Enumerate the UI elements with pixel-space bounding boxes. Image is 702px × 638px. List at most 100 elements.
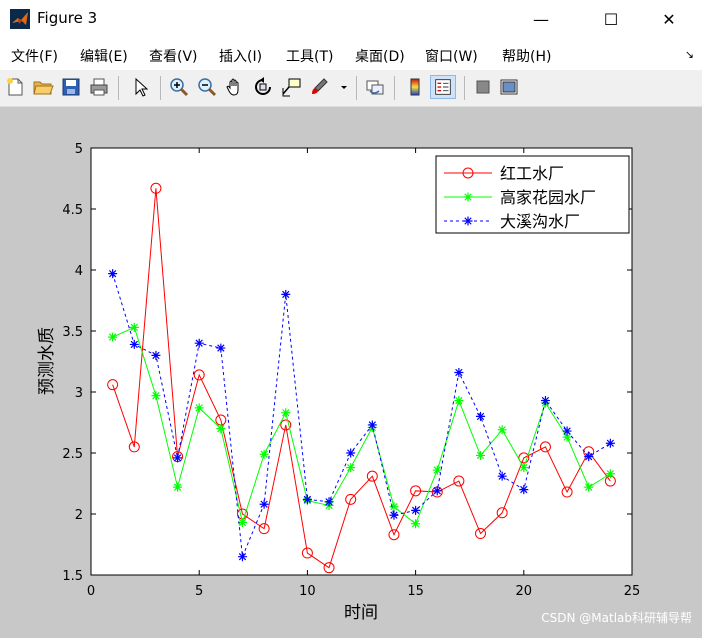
legend-marker-2-stroke [463, 216, 473, 226]
toolbar-separator [394, 76, 395, 100]
data-point-0-17 [475, 528, 487, 540]
line-chart[interactable]: 0 5 10 15 20 25 1.5 2 2.5 3 3.5 4 4.5 5 时间 预测水质 红工水厂高… [0, 107, 702, 634]
data-point-2-19-stroke [519, 485, 529, 495]
toolbar-dock-arrow-icon[interactable]: ↘ [684, 48, 694, 61]
data-point-1-6 [237, 518, 247, 528]
data-point-0-7 [258, 523, 270, 535]
data-point-1-18-stroke [497, 425, 507, 435]
close-button[interactable]: ✕ [662, 10, 676, 29]
legend-marker-1-stroke [463, 192, 473, 202]
data-point-1-13-stroke [389, 502, 399, 512]
rotate-3d-icon[interactable] [252, 76, 274, 98]
data-point-0-4 [193, 369, 205, 381]
data-point-2-5 [216, 343, 226, 353]
zoom-out-icon[interactable] [196, 76, 218, 98]
menu-window[interactable]: 窗口(W) [425, 49, 478, 65]
legend-marker-1 [463, 192, 473, 202]
y-tick-label: 3.5 [62, 325, 83, 340]
brush-dropdown-icon[interactable] [338, 76, 350, 98]
open-file-icon[interactable] [32, 76, 54, 98]
data-point-2-17-stroke [476, 411, 486, 421]
matlab-logo-icon [10, 9, 30, 29]
data-point-0-1 [128, 441, 140, 453]
data-point-2-15-stroke [432, 486, 442, 496]
data-point-2-6-stroke [237, 552, 247, 562]
x-axis-label: 时间 [344, 603, 378, 623]
menu-file[interactable]: 文件(F) [11, 49, 58, 65]
data-point-2-20-stroke [540, 396, 550, 406]
data-point-1-18 [497, 425, 507, 435]
new-figure-icon[interactable] [4, 76, 26, 98]
edit-plot-arrow-icon[interactable] [130, 76, 152, 98]
data-point-0-10 [323, 562, 335, 574]
link-plot-icon[interactable] [364, 76, 386, 98]
hide-plot-tools-icon[interactable] [472, 76, 494, 98]
data-point-1-1-stroke [129, 322, 139, 332]
toolbar-separator [118, 76, 119, 100]
series-line-2 [112, 273, 611, 557]
menu-edit[interactable]: 编辑(E) [80, 49, 128, 65]
data-point-1-5 [216, 424, 226, 434]
y-tick-label: 2 [75, 508, 83, 523]
data-point-0-13 [388, 529, 400, 541]
series-line-1 [112, 326, 611, 525]
data-point-1-8 [281, 408, 291, 418]
data-point-2-17 [476, 411, 486, 421]
data-point-2-0-stroke [108, 269, 118, 279]
series-2 [108, 269, 615, 562]
toolbar-separator [464, 76, 465, 100]
data-point-1-14-stroke [411, 519, 421, 529]
data-point-2-16-stroke [454, 367, 464, 377]
data-point-1-15 [432, 465, 442, 475]
show-plot-tools-icon[interactable] [498, 76, 520, 98]
data-point-0-18 [496, 507, 508, 519]
pan-hand-icon[interactable] [224, 76, 246, 98]
data-point-0-9 [301, 547, 313, 559]
data-point-2-10 [324, 497, 334, 507]
data-point-0-14 [410, 485, 422, 497]
menu-bar: 文件(F) 编辑(E) 查看(V) 插入(I) 工具(T) 桌面(D) 窗口(W… [0, 40, 702, 70]
watermark-text: CSDN @Matlab科研辅导帮 [541, 611, 692, 625]
x-tick-label: 10 [299, 584, 316, 599]
data-point-1-6-stroke [237, 518, 247, 528]
data-point-1-17-stroke [476, 450, 486, 460]
data-point-1-11 [346, 463, 356, 473]
data-point-0-11 [345, 493, 357, 505]
data-point-1-5-stroke [216, 424, 226, 434]
colorbar-icon[interactable] [404, 76, 426, 98]
data-point-1-22 [584, 482, 594, 492]
zoom-in-icon[interactable] [168, 76, 190, 98]
data-point-2-2 [151, 350, 161, 360]
data-point-2-6 [237, 552, 247, 562]
menu-view[interactable]: 查看(V) [149, 49, 198, 65]
data-cursor-icon[interactable] [280, 76, 302, 98]
data-point-2-22 [584, 452, 594, 462]
menu-help[interactable]: 帮助(H) [502, 49, 552, 65]
data-point-1-4-stroke [194, 403, 204, 413]
y-tick-label: 5 [75, 142, 83, 157]
minimize-button[interactable]: — [533, 10, 549, 29]
menu-insert[interactable]: 插入(I) [219, 49, 263, 65]
legend-icon[interactable] [430, 75, 456, 99]
data-point-2-23-stroke [605, 438, 615, 448]
window-title: Figure 3 [37, 9, 98, 27]
data-point-2-14-stroke [411, 505, 421, 515]
menu-desktop[interactable]: 桌面(D) [355, 49, 405, 65]
data-point-2-4-stroke [194, 338, 204, 348]
data-point-1-2-stroke [151, 391, 161, 401]
legend-marker-0 [462, 167, 474, 179]
data-point-2-0 [108, 269, 118, 279]
series-1 [108, 322, 615, 529]
maximize-button[interactable]: ☐ [603, 10, 619, 29]
data-point-2-8 [281, 289, 291, 299]
figure-toolbar [0, 70, 702, 107]
x-tick-label: 5 [195, 584, 203, 599]
brush-icon[interactable] [308, 76, 330, 98]
series-layer [107, 182, 616, 574]
save-icon[interactable] [60, 76, 82, 98]
print-icon[interactable] [88, 76, 110, 98]
data-point-2-22-stroke [584, 452, 594, 462]
x-tick-label: 20 [516, 584, 533, 599]
menu-tools[interactable]: 工具(T) [286, 49, 334, 65]
